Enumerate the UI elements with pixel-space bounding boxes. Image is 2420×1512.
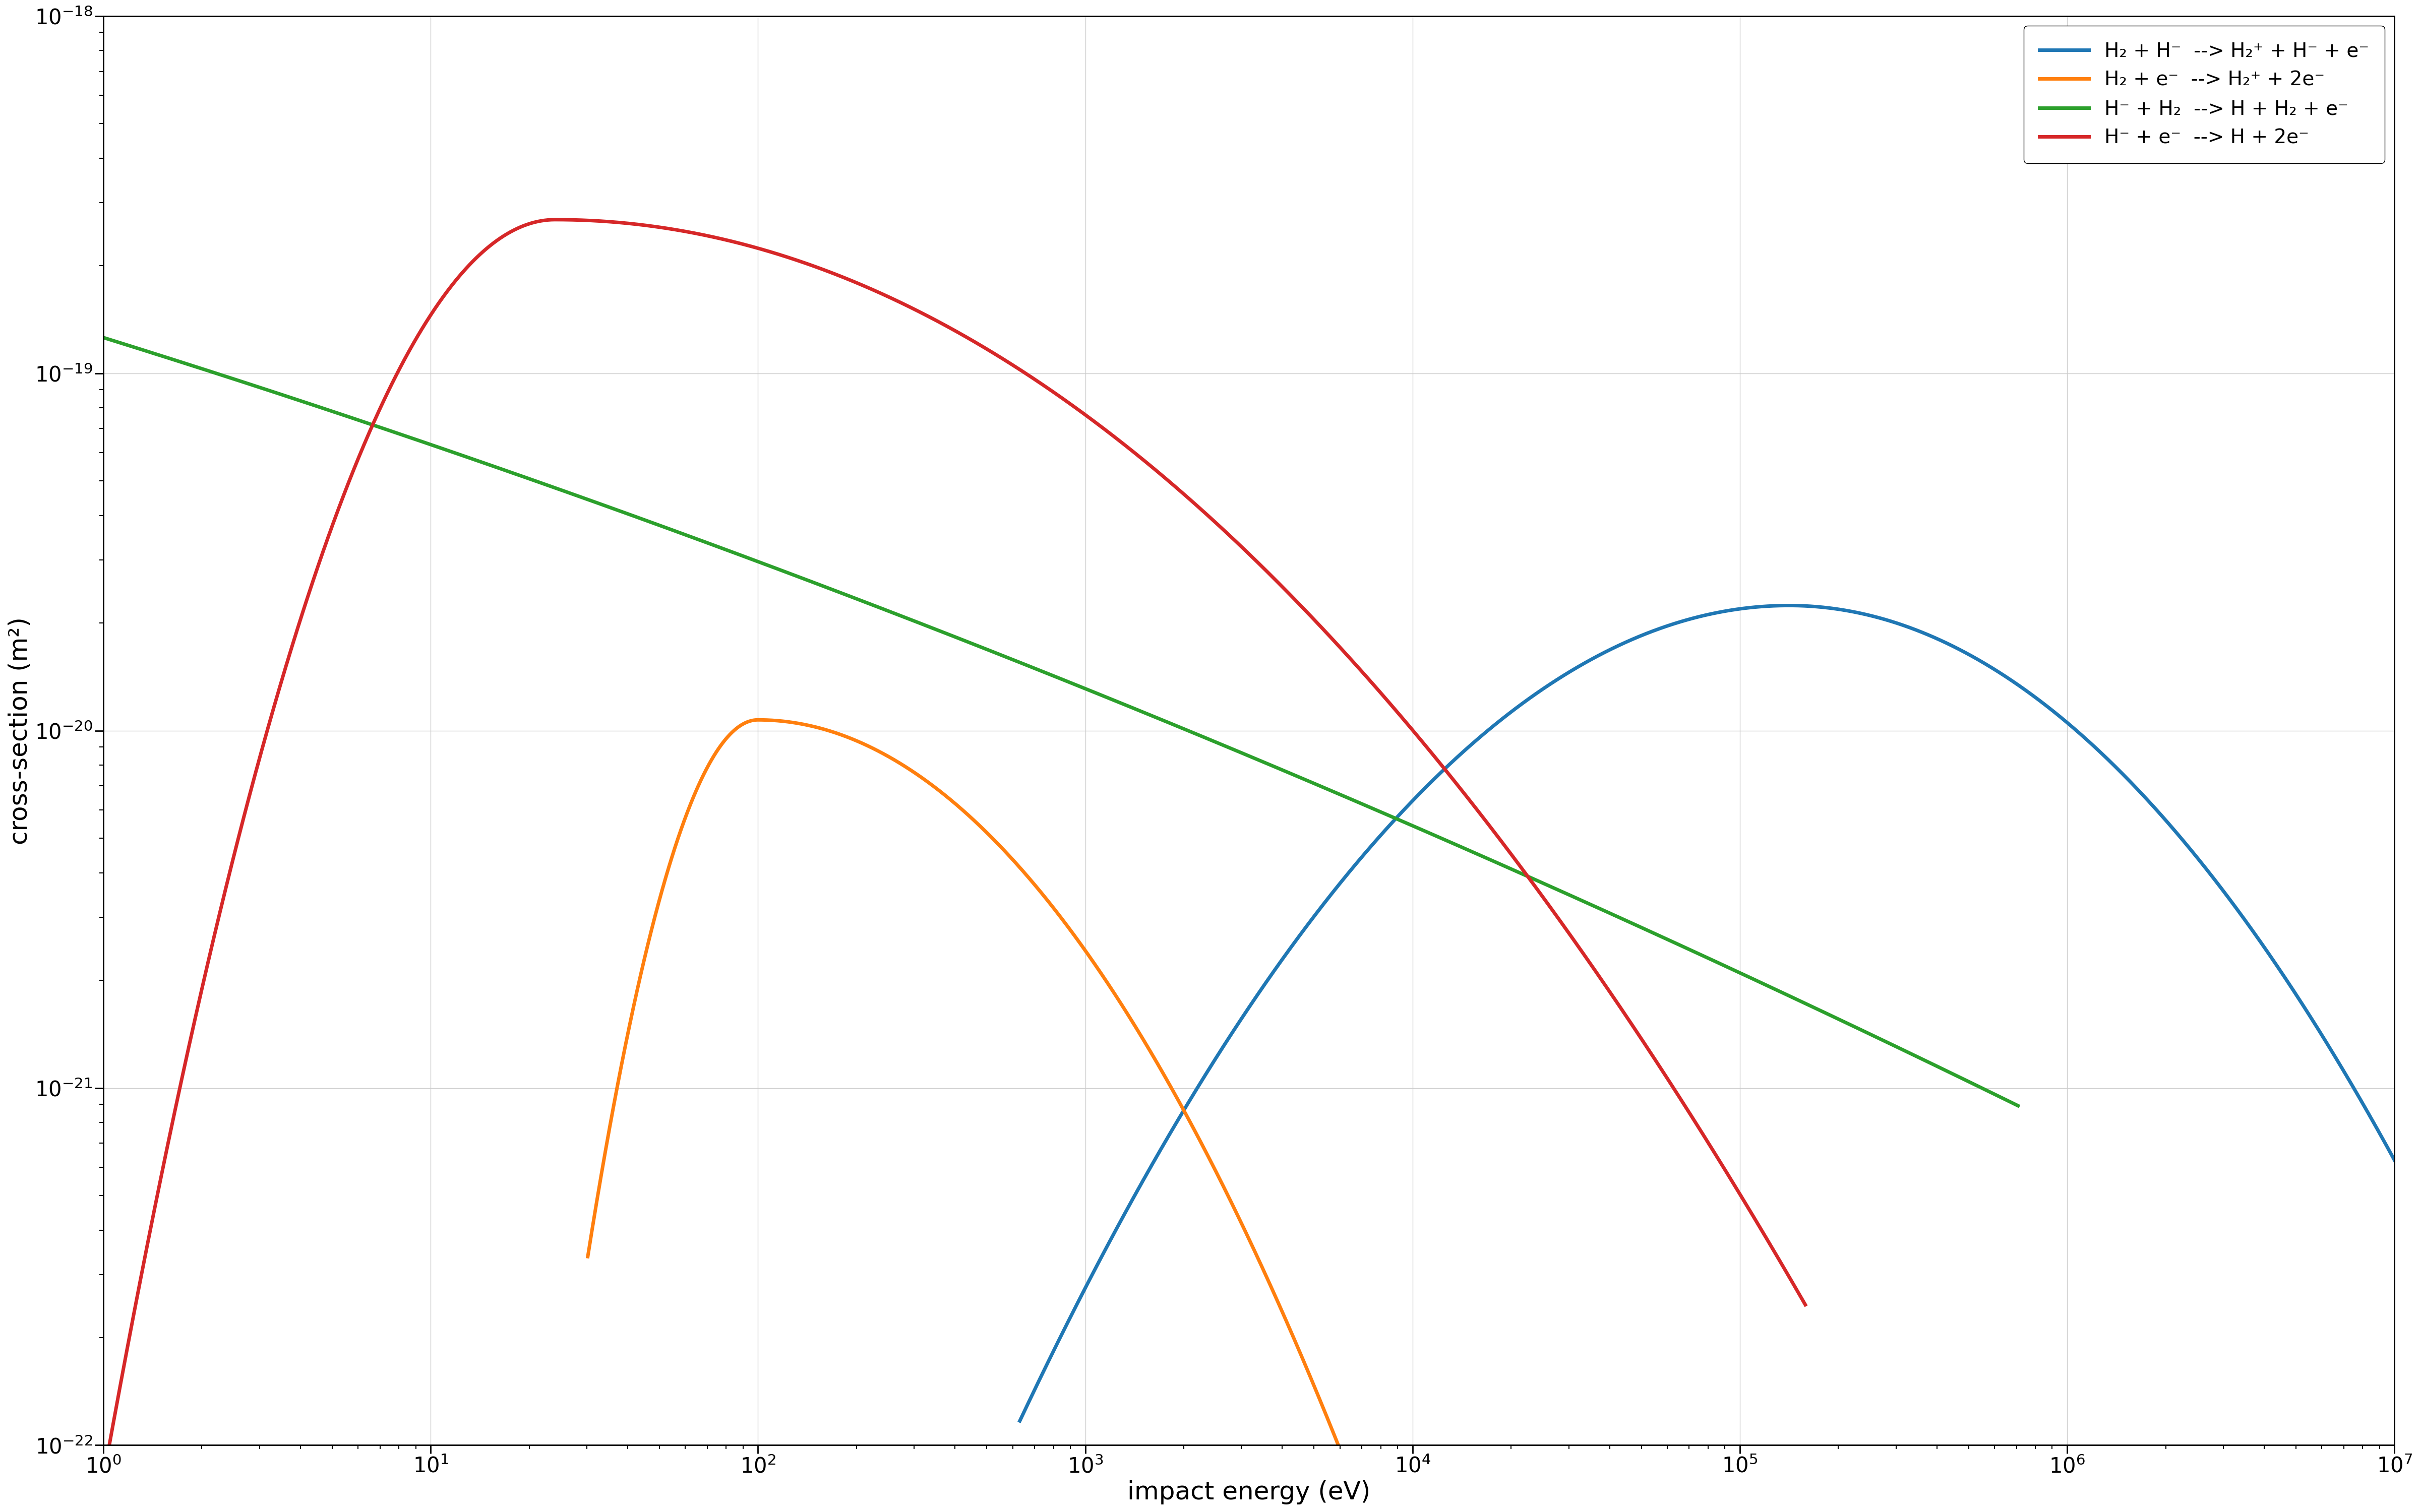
H₂ + H⁻  --> H₂⁺ + H⁻ + e⁻	[2340, 1081, 2369, 1099]
H⁻ + H₂  --> H + H₂ + e⁻	[2004, 1096, 2033, 1114]
H₂ + e⁻  --> H₂⁺ + 2e⁻	[620, 1001, 649, 1019]
Line: H⁻ + e⁻  --> H + 2e⁻: H⁻ + e⁻ --> H + 2e⁻	[104, 219, 1805, 1464]
H₂ + e⁻  --> H₂⁺ + 2e⁻	[1270, 1306, 1300, 1325]
H⁻ + e⁻  --> H + 2e⁻	[90, 1455, 119, 1473]
H⁻ + H₂  --> H + H₂ + e⁻	[90, 328, 119, 346]
H₂ + e⁻  --> H₂⁺ + 2e⁻	[980, 832, 1009, 850]
H⁻ + e⁻  --> H + 2e⁻	[177, 1031, 206, 1049]
H⁻ + e⁻  --> H + 2e⁻	[1742, 1213, 1771, 1231]
H⁻ + e⁻  --> H + 2e⁻	[1791, 1296, 1820, 1314]
H₂ + H⁻  --> H₂⁺ + H⁻ + e⁻	[1774, 596, 1803, 614]
Y-axis label: cross-section (m²): cross-section (m²)	[7, 617, 31, 845]
H₂ + H⁻  --> H₂⁺ + H⁻ + e⁻	[1638, 623, 1667, 641]
H₂ + e⁻  --> H₂⁺ + 2e⁻	[1433, 1455, 1462, 1473]
H⁻ + H₂  --> H + H₂ + e⁻	[186, 360, 215, 378]
H₂ + H⁻  --> H₂⁺ + H⁻ + e⁻	[2088, 745, 2118, 764]
H₂ + e⁻  --> H₂⁺ + 2e⁻	[574, 1247, 603, 1266]
H₂ + H⁻  --> H₂⁺ + H⁻ + e⁻	[2379, 1151, 2408, 1169]
H₂ + H⁻  --> H₂⁺ + H⁻ + e⁻	[2340, 1081, 2369, 1099]
H₂ + e⁻  --> H₂⁺ + 2e⁻	[743, 711, 772, 729]
Line: H⁻ + H₂  --> H + H₂ + e⁻: H⁻ + H₂ --> H + H₂ + e⁻	[104, 337, 2018, 1105]
H₂ + H⁻  --> H₂⁺ + H⁻ + e⁻	[1675, 611, 1704, 629]
H⁻ + H₂  --> H + H₂ + e⁻	[1597, 904, 1626, 922]
Line: H₂ + H⁻  --> H₂⁺ + H⁻ + e⁻: H₂ + H⁻ --> H₂⁺ + H⁻ + e⁻	[1019, 605, 2393, 1421]
X-axis label: impact energy (eV): impact energy (eV)	[1128, 1480, 1370, 1504]
H₂ + e⁻  --> H₂⁺ + 2e⁻	[1457, 1455, 1486, 1473]
H⁻ + e⁻  --> H + 2e⁻	[1430, 759, 1459, 777]
H⁻ + H₂  --> H + H₂ + e⁻	[1948, 1069, 1977, 1087]
H₂ + e⁻  --> H₂⁺ + 2e⁻	[1433, 1455, 1462, 1473]
H⁻ + H₂  --> H + H₂ + e⁻	[1948, 1069, 1977, 1087]
H⁻ + H₂  --> H + H₂ + e⁻	[1019, 659, 1048, 677]
H⁻ + e⁻  --> H + 2e⁻	[917, 308, 946, 327]
H₂ + H⁻  --> H₂⁺ + H⁻ + e⁻	[1004, 1412, 1033, 1430]
H₂ + e⁻  --> H₂⁺ + 2e⁻	[1331, 1455, 1360, 1473]
Line: H₂ + e⁻  --> H₂⁺ + 2e⁻: H₂ + e⁻ --> H₂⁺ + 2e⁻	[588, 720, 1471, 1464]
H⁻ + H₂  --> H + H₂ + e⁻	[968, 640, 997, 658]
Legend: H₂ + H⁻  --> H₂⁺ + H⁻ + e⁻, H₂ + e⁻  --> H₂⁺ + 2e⁻, H⁻ + H₂  --> H + H₂ + e⁻, H⁻: H₂ + H⁻ --> H₂⁺ + H⁻ + e⁻, H₂ + e⁻ --> H…	[2023, 26, 2384, 163]
H₂ + e⁻  --> H₂⁺ + 2e⁻	[1004, 856, 1033, 874]
H⁻ + e⁻  --> H + 2e⁻	[542, 210, 571, 228]
H₂ + H⁻  --> H₂⁺ + H⁻ + e⁻	[1074, 1270, 1104, 1288]
H⁻ + e⁻  --> H + 2e⁻	[1742, 1211, 1771, 1229]
H⁻ + e⁻  --> H + 2e⁻	[871, 287, 900, 305]
